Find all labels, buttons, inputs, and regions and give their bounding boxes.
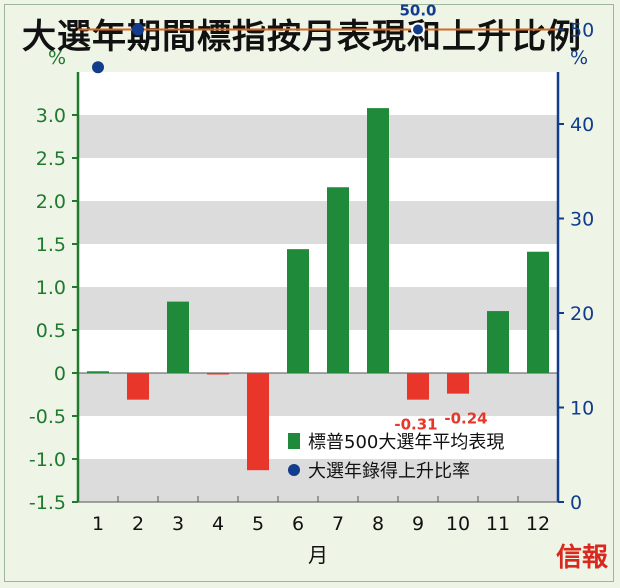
bar xyxy=(247,373,269,471)
grid-band xyxy=(78,201,558,244)
bar xyxy=(487,311,509,373)
left-tick-label: 1.0 xyxy=(36,277,66,299)
left-tick-label: 1.5 xyxy=(36,234,66,256)
brand-logo: 信報 xyxy=(556,543,609,573)
scatter-point xyxy=(92,61,104,74)
x-tick-label: 9 xyxy=(412,513,424,535)
bar xyxy=(87,371,109,373)
x-tick-label: 8 xyxy=(372,513,384,535)
page-title: 大選年期間標指按月表現和上升比例 xyxy=(22,17,582,57)
data-label: -0.24 xyxy=(444,410,487,428)
data-label: 50.0 xyxy=(399,2,436,20)
bar xyxy=(527,251,549,373)
x-tick-label: 3 xyxy=(172,513,184,535)
left-tick-label: 3.0 xyxy=(36,105,66,127)
right-tick-label: 20 xyxy=(570,303,594,325)
left-tick-label: -1.0 xyxy=(29,449,66,471)
legend-swatch-dot xyxy=(288,464,300,476)
grid-band xyxy=(78,459,558,502)
grid-band xyxy=(78,115,558,158)
left-tick-label: -0.5 xyxy=(29,406,66,428)
x-tick-label: 11 xyxy=(486,513,510,535)
chart-frame xyxy=(4,4,614,582)
bar xyxy=(447,373,469,394)
bar xyxy=(127,373,149,400)
x-tick-label: 5 xyxy=(252,513,264,535)
left-tick-label: 2.5 xyxy=(36,148,66,170)
x-tick-label: 7 xyxy=(332,513,344,535)
right-tick-label: 10 xyxy=(570,398,594,420)
legend-swatch-bar xyxy=(288,433,300,449)
scatter-point xyxy=(132,23,144,36)
x-tick-label: 6 xyxy=(292,513,304,535)
x-tick-label: 2 xyxy=(132,513,144,535)
right-tick-label: 40 xyxy=(570,114,594,136)
left-tick-label: 0 xyxy=(54,363,66,385)
data-label: -0.31 xyxy=(394,416,437,434)
scatter-point xyxy=(411,22,425,37)
bar xyxy=(207,373,229,375)
legend-label: 標普500大選年平均表現 xyxy=(308,432,504,453)
x-tick-label: 4 xyxy=(212,513,224,535)
right-tick-label: 0 xyxy=(570,492,582,514)
left-tick-label: 2.0 xyxy=(36,191,66,213)
bar xyxy=(407,373,429,400)
left-tick-label: -1.5 xyxy=(29,492,66,514)
x-tick-label: 1 xyxy=(92,513,104,535)
right-tick-label: 30 xyxy=(570,209,594,231)
left-tick-label: 0.5 xyxy=(36,320,66,342)
right-tick-label: 50 xyxy=(570,20,594,42)
right-axis-unit: % xyxy=(570,47,588,69)
legend-label: 大選年錄得上升比率 xyxy=(308,461,470,482)
grid-band xyxy=(78,287,558,330)
x-tick-label: 10 xyxy=(446,513,470,535)
bar xyxy=(327,187,349,373)
bar xyxy=(167,301,189,373)
grid-band xyxy=(78,373,558,416)
x-tick-label: 12 xyxy=(526,513,550,535)
x-axis-label: 月 xyxy=(308,543,328,567)
bar xyxy=(287,249,309,373)
left-axis-unit: % xyxy=(48,47,66,69)
bar xyxy=(367,108,389,374)
